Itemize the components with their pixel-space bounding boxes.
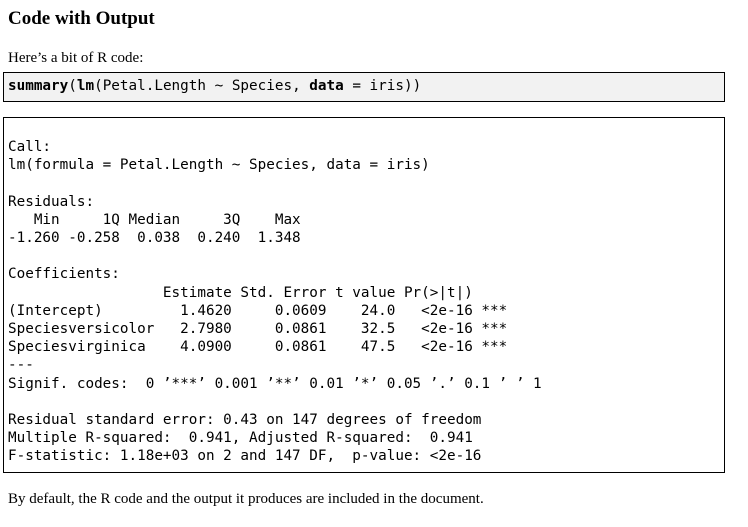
code-function-lm: lm [76, 78, 95, 94]
code-paren-open: ( [68, 78, 77, 94]
code-argument-data: data [309, 78, 344, 94]
residuals-values: -1.260 -0.258 0.038 0.240 1.348 [8, 230, 310, 247]
call-line: lm(formula = Petal.Length ~ Species, dat… [8, 157, 430, 174]
r-code-line: summary(lm(Petal.Length ~ Species, data … [8, 78, 421, 95]
model-summary-output: Call: lm(formula = Petal.Length ~ Specie… [8, 138, 542, 466]
code-function-summary: summary [8, 78, 69, 94]
coefficients-columns: Estimate Std. Error t value Pr(>|t|) [8, 284, 508, 301]
r-squared-line: Multiple R-squared: 0.941, Adjusted R-sq… [8, 430, 482, 447]
signif-codes-line: Signif. codes: 0 ’***’ 0.001 ’**’ 0.01 ’… [8, 375, 542, 392]
f-statistic-line: F-statistic: 1.18e+03 on 2 and 147 DF, p… [8, 448, 482, 465]
output-block: Call: lm(formula = Petal.Length ~ Specie… [3, 117, 725, 473]
coefficients-header: Coefficients: [8, 266, 120, 283]
residuals-columns: Min 1Q Median 3Q Max [8, 211, 310, 228]
code-block: summary(lm(Petal.Length ~ Species, data … [3, 72, 725, 102]
coefficient-row-intercept: (Intercept) 1.4620 0.0609 24.0 <2e-16 **… [8, 302, 508, 319]
coefficient-row-virginica: Speciesvirginica 4.0900 0.0861 47.5 <2e-… [8, 339, 508, 356]
call-header: Call: [8, 139, 52, 155]
footer-paragraph: By default, the R code and the output it… [8, 491, 484, 507]
output-separator: --- [8, 357, 34, 374]
residual-se-line: Residual standard error: 0.43 on 147 deg… [8, 412, 482, 429]
intro-paragraph: Here’s a bit of R code: [8, 50, 144, 66]
code-assignment: = iris)) [343, 78, 422, 94]
code-formula: (Petal.Length ~ Species, [94, 78, 310, 94]
page-title: Code with Output [8, 8, 155, 29]
residuals-header: Residuals: [8, 193, 95, 210]
coefficient-row-versicolor: Speciesversicolor 2.7980 0.0861 32.5 <2e… [8, 321, 508, 338]
